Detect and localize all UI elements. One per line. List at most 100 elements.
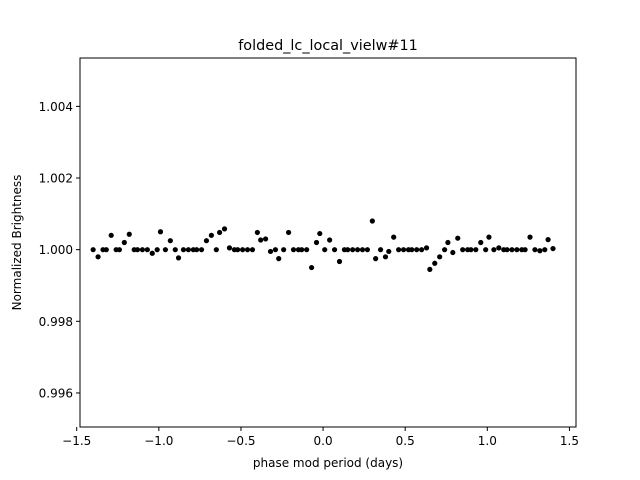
data-point — [139, 247, 146, 253]
data-point — [345, 247, 351, 253]
data-point — [373, 256, 379, 262]
data-point — [90, 247, 96, 253]
data-point — [537, 248, 543, 254]
x-tick-label: 1.0 — [478, 434, 497, 448]
data-point — [149, 250, 155, 256]
data-point — [354, 247, 361, 253]
data-point — [423, 245, 430, 251]
data-point — [382, 254, 389, 260]
data-point — [213, 247, 219, 253]
data-point — [460, 247, 466, 253]
data-point — [276, 256, 282, 262]
data-point — [427, 266, 433, 272]
data-point — [194, 247, 200, 253]
data-point — [327, 237, 333, 243]
x-axis-ticks: −1.5 −1.0 −0.5 0.0 0.5 1.0 1.5 — [62, 427, 579, 448]
data-point — [258, 237, 264, 243]
data-point — [249, 247, 256, 253]
data-point — [419, 247, 425, 253]
data-point — [317, 230, 323, 237]
data-point — [157, 229, 164, 235]
y-tick-label: 1.004 — [39, 100, 73, 114]
data-point — [369, 218, 375, 224]
y-tick-label: 1.002 — [39, 172, 73, 186]
data-point — [532, 247, 538, 253]
data-point — [95, 254, 101, 260]
data-point — [208, 232, 214, 238]
y-tick-label: 0.998 — [39, 315, 73, 329]
data-point — [478, 239, 484, 246]
data-point — [290, 247, 297, 253]
data-point — [455, 235, 461, 241]
data-point — [437, 254, 443, 260]
data-point — [504, 247, 510, 253]
data-point — [226, 245, 233, 251]
x-tick-label: −1.5 — [62, 434, 91, 448]
data-point — [185, 247, 191, 253]
x-tick-label: −0.5 — [226, 434, 255, 448]
data-point — [217, 229, 223, 236]
data-point — [445, 239, 451, 246]
data-point — [154, 247, 160, 253]
data-point — [285, 229, 292, 236]
data-point — [322, 247, 328, 253]
data-point — [391, 234, 397, 240]
data-point — [267, 248, 274, 255]
data-point — [350, 247, 356, 253]
data-point — [496, 245, 502, 251]
data-point — [545, 237, 551, 243]
data-point — [442, 247, 448, 253]
data-point — [386, 248, 392, 255]
data-point — [468, 247, 474, 253]
plot-frame — [79, 57, 577, 428]
y-axis-ticks: 0.996 0.998 1.000 1.002 1.004 — [39, 100, 80, 400]
data-point — [299, 247, 305, 253]
data-point — [313, 239, 320, 246]
data-point — [364, 247, 371, 253]
data-points — [90, 218, 556, 272]
data-point — [221, 226, 228, 232]
data-point — [486, 234, 492, 240]
data-point — [542, 247, 548, 253]
data-point — [162, 247, 168, 253]
data-point — [262, 236, 269, 242]
data-point — [203, 238, 210, 244]
data-point — [308, 264, 315, 271]
x-tick-label: 0.0 — [314, 434, 333, 448]
data-point — [272, 247, 279, 253]
data-point — [509, 247, 515, 253]
data-point — [414, 247, 420, 253]
chart-title: folded_lc_local_vielw#11 — [238, 38, 418, 54]
data-point — [359, 247, 366, 253]
data-point — [409, 247, 415, 253]
data-point — [400, 247, 407, 253]
y-tick-label: 1.000 — [39, 243, 73, 257]
x-tick-label: −1.0 — [144, 434, 173, 448]
x-tick-label: 0.5 — [396, 434, 415, 448]
data-point — [450, 249, 456, 256]
data-point — [522, 247, 528, 253]
data-point — [198, 247, 205, 253]
data-point — [167, 238, 173, 244]
data-point — [491, 247, 497, 253]
data-point — [483, 247, 489, 253]
data-point — [134, 247, 141, 253]
data-point — [550, 245, 556, 252]
data-point — [244, 247, 251, 253]
data-point — [281, 247, 287, 253]
data-point — [336, 258, 343, 265]
data-point — [235, 247, 241, 253]
y-axis-label: Normalized Brightness — [10, 175, 24, 311]
data-point — [240, 247, 246, 253]
data-point — [254, 229, 260, 236]
data-point — [473, 247, 479, 253]
x-axis-label: phase mod period (days) — [253, 456, 403, 470]
data-point — [144, 247, 150, 253]
data-point — [514, 247, 520, 253]
data-point — [331, 247, 338, 253]
x-tick-label: 1.5 — [560, 434, 579, 448]
data-point — [304, 247, 310, 253]
data-point — [180, 247, 187, 253]
